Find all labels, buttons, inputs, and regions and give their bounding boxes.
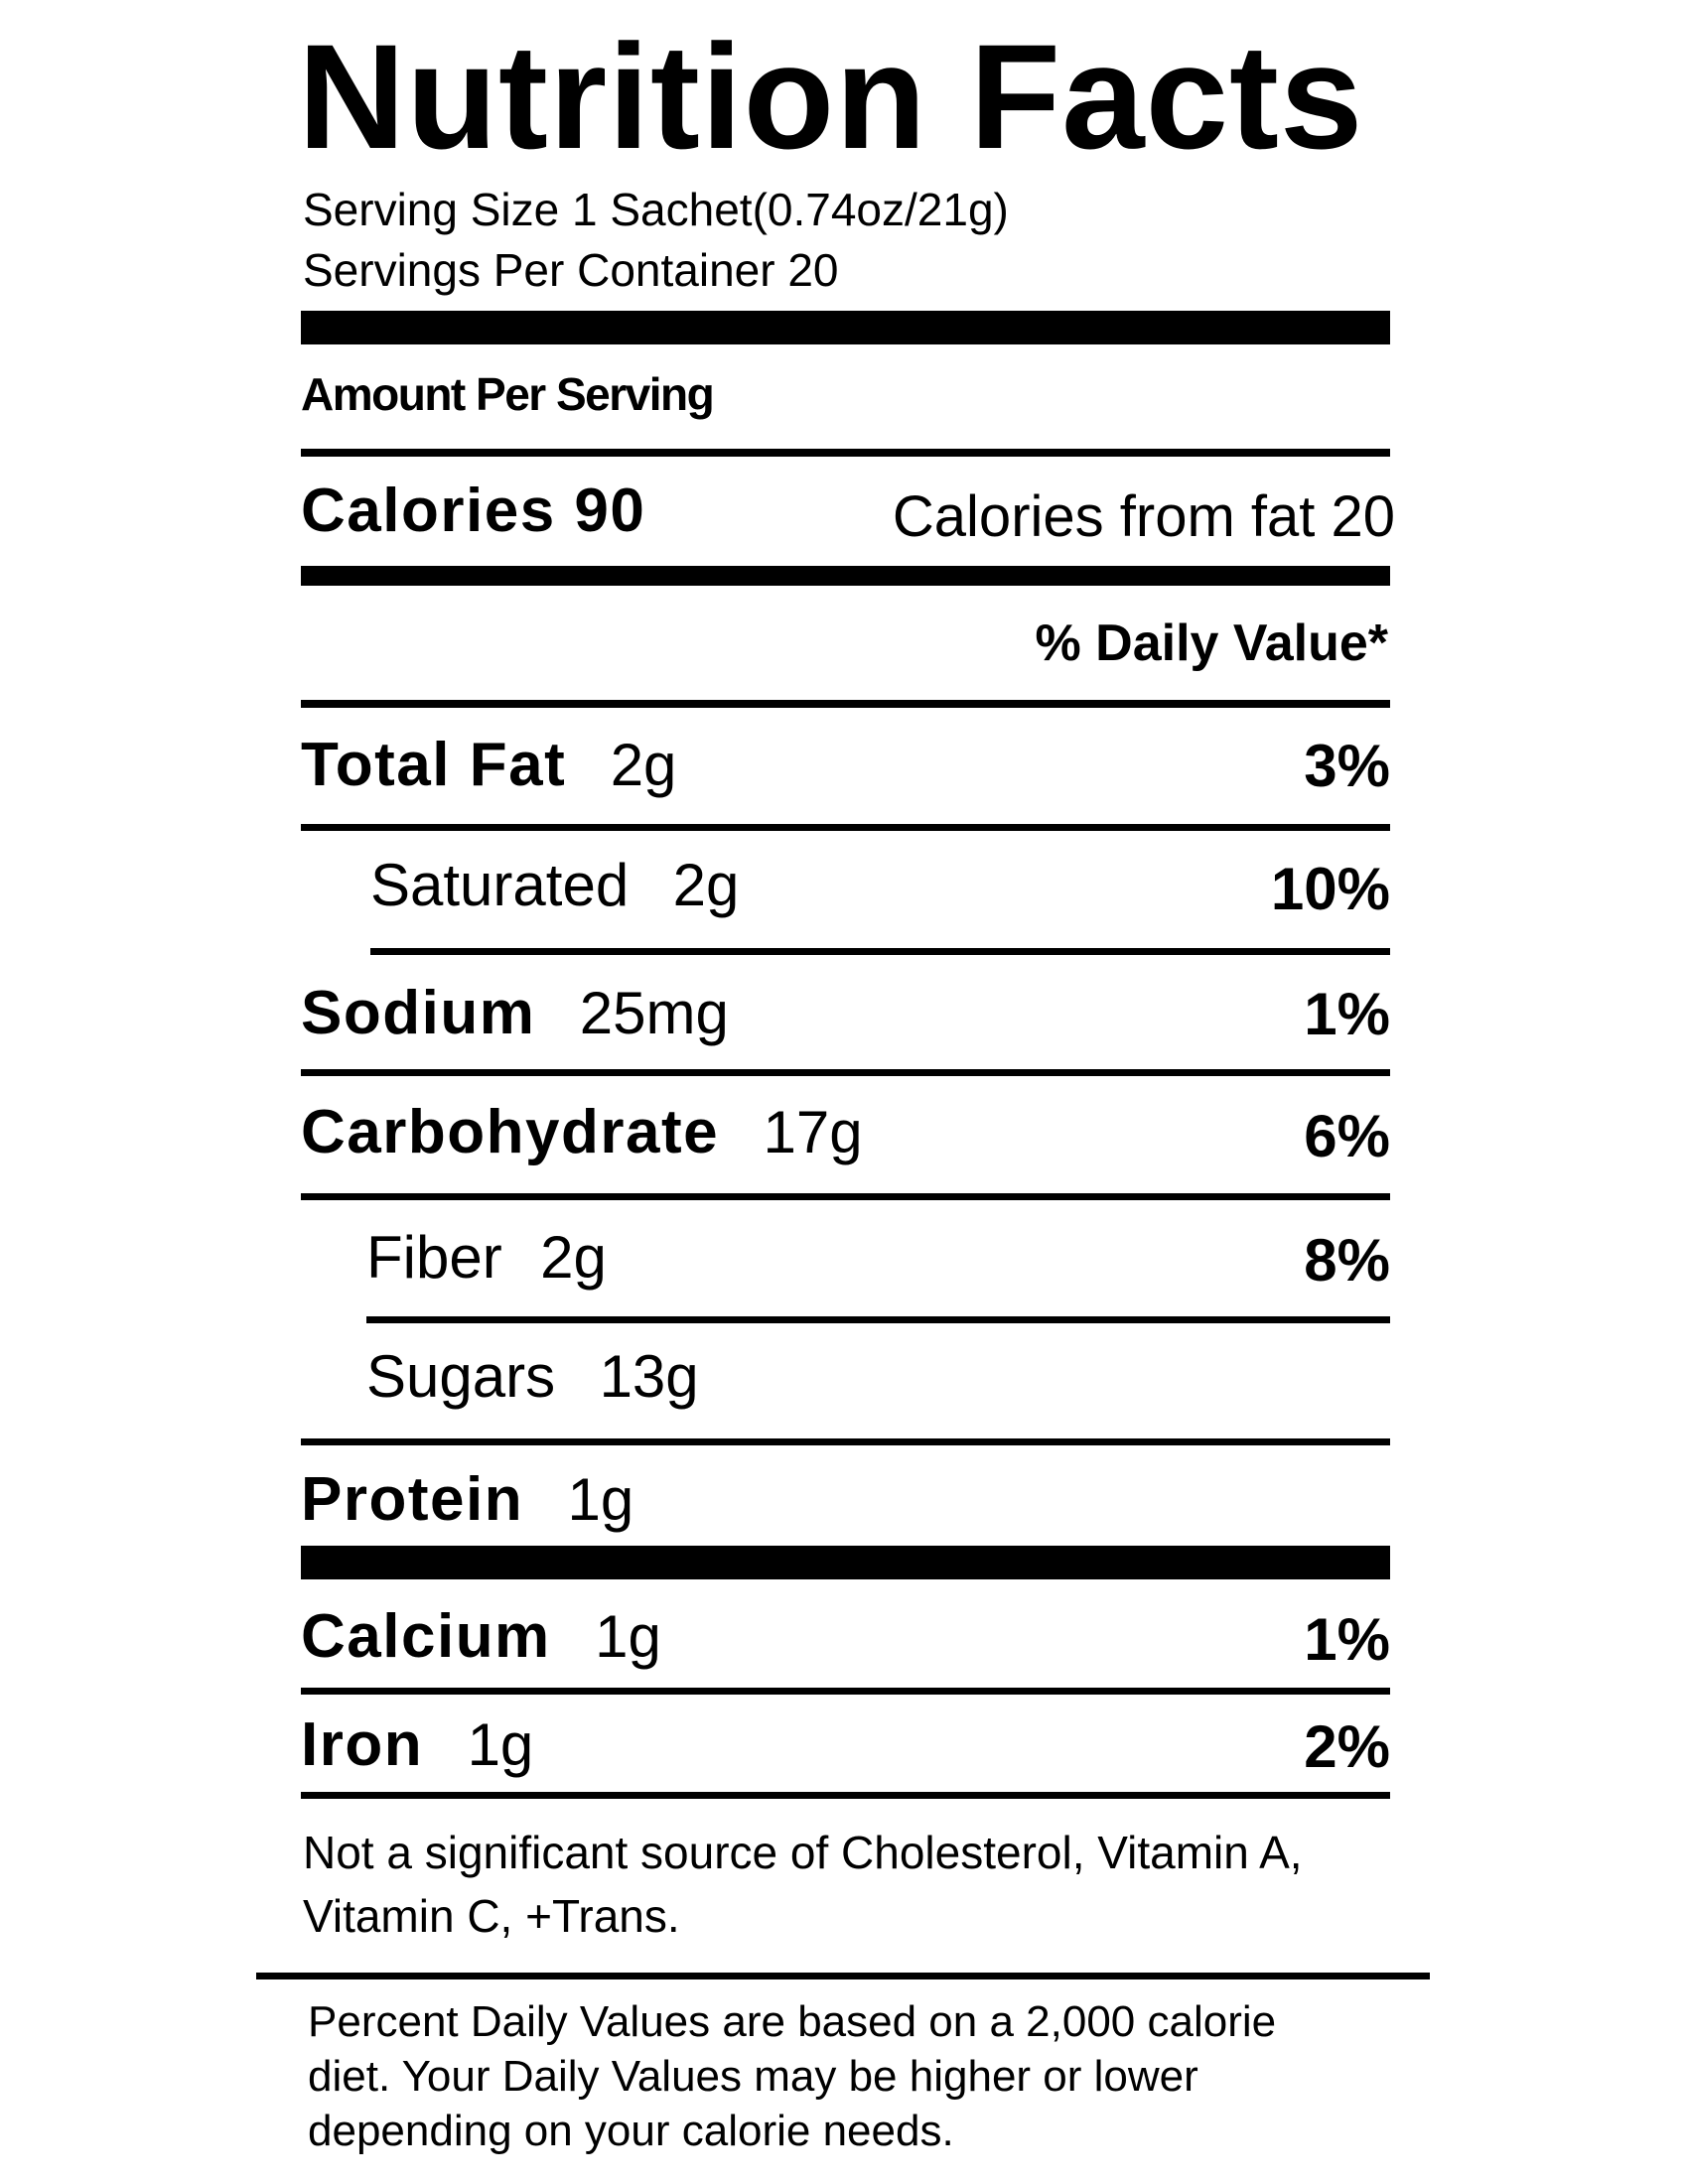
divider-dv [301, 700, 1390, 708]
divider [301, 1438, 1390, 1445]
divider [301, 1792, 1390, 1799]
nutrient-row-carbohydrate: Carbohydrate 17g [301, 1102, 863, 1163]
divider [301, 1688, 1390, 1695]
divider [301, 1069, 1390, 1076]
nutrient-amount: 1g [467, 1711, 534, 1778]
nutrient-name: Total Fat [301, 731, 567, 799]
nutrient-dv: 3% [1304, 733, 1390, 799]
footnote-line-2: diet. Your Daily Values may be higher or… [308, 2052, 1198, 2101]
nutrient-row-fiber: Fiber 2g [366, 1228, 607, 1288]
thick-divider-top [301, 311, 1390, 344]
nutrient-dv: 10% [1270, 856, 1390, 922]
nutrient-name: Calcium [301, 1602, 551, 1671]
nutrient-row-total-fat: Total Fat 2g [301, 735, 676, 796]
nutrient-amount: 2g [672, 852, 740, 918]
nutrient-name: Saturated [370, 852, 630, 918]
nutrient-amount: 13g [599, 1343, 699, 1410]
serving-size: Serving Size 1 Sachet(0.74oz/21g) [303, 184, 1009, 235]
footnote-line-3: depending on your calorie needs. [308, 2107, 954, 2155]
nutrient-dv: 1% [1304, 1606, 1390, 1673]
nutrient-name: Sodium [301, 979, 536, 1047]
note-line-1: Not a significant source of Cholesterol,… [303, 1827, 1303, 1878]
nutrient-amount: 2g [610, 732, 677, 798]
divider [301, 824, 1390, 831]
calories-label: Calories 90 [301, 477, 646, 545]
thick-divider-vitamins [301, 1546, 1390, 1579]
divider [370, 948, 1390, 955]
amount-per-serving: Amount Per Serving [301, 368, 715, 420]
nutrient-dv: 6% [1304, 1103, 1390, 1169]
nutrient-row-sugars: Sugars 13g [366, 1347, 699, 1407]
nutrient-name: Fiber [366, 1224, 502, 1291]
label-title: Nutrition Facts [298, 13, 1364, 180]
nutrient-amount: 2g [540, 1224, 607, 1291]
nutrient-dv: 8% [1304, 1227, 1390, 1294]
nutrient-name: Iron [301, 1710, 424, 1779]
nutrient-amount: 1g [595, 1603, 661, 1670]
footnote-divider [256, 1973, 1430, 1979]
daily-value-header: % Daily Value* [1035, 614, 1388, 672]
divider-calories-top [301, 449, 1390, 457]
nutrient-row-saturated: Saturated 2g [370, 856, 739, 915]
servings-per-container: Servings Per Container 20 [303, 244, 839, 296]
nutrient-name: Carbohydrate [301, 1098, 720, 1166]
nutrient-name: Sugars [366, 1343, 556, 1410]
divider-calories-bottom [301, 566, 1390, 586]
nutrient-amount: 25mg [579, 980, 729, 1046]
nutrient-row-calcium: Calcium 1g [301, 1606, 661, 1668]
divider [301, 1193, 1390, 1200]
nutrient-amount: 17g [763, 1099, 863, 1165]
nutrient-dv: 1% [1304, 981, 1390, 1047]
nutrient-row-protein: Protein 1g [301, 1469, 633, 1531]
note-line-2: Vitamin C, +Trans. [303, 1890, 680, 1942]
nutrient-name: Protein [301, 1465, 524, 1534]
calories-from-fat: Calories from fat 20 [892, 484, 1395, 549]
nutrient-row-iron: Iron 1g [301, 1714, 533, 1776]
footnote-line-1: Percent Daily Values are based on a 2,00… [308, 1997, 1277, 2046]
divider [366, 1316, 1390, 1323]
nutrient-amount: 1g [567, 1466, 634, 1533]
nutrient-row-sodium: Sodium 25mg [301, 983, 729, 1044]
nutrient-dv: 2% [1304, 1713, 1390, 1780]
